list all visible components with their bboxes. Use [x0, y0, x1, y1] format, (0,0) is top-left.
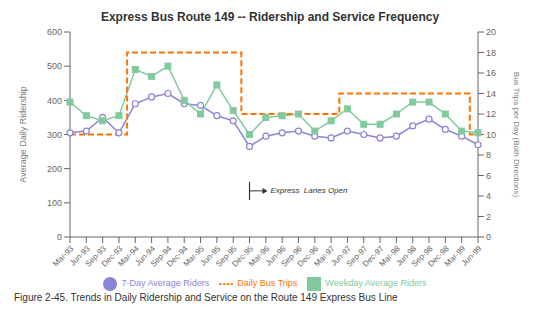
svg-text:400: 400: [47, 96, 62, 106]
svg-text:18: 18: [486, 48, 496, 58]
svg-text:Dec-95: Dec-95: [230, 244, 255, 269]
svg-text:Dec-97: Dec-97: [360, 244, 386, 269]
svg-text:Mar-99: Mar-99: [442, 244, 468, 269]
svg-text:500: 500: [47, 61, 62, 71]
html-text:Weekday Average Riders: Weekday Average Riders: [325, 278, 427, 289]
svg-text:Mar-96: Mar-96: [247, 244, 272, 269]
svg-text:Jun-93: Jun-93: [68, 244, 92, 268]
svg-text:Sep-94: Sep-94: [148, 244, 174, 269]
svg-text:14: 14: [486, 89, 496, 99]
svg-text:Dec-98: Dec-98: [426, 244, 451, 269]
svg-text:20: 20: [486, 27, 496, 37]
svg-text:300: 300: [47, 130, 62, 140]
svg-text:Dec-96: Dec-96: [295, 244, 321, 269]
html-text:Daily Bus Trips: Daily Bus Trips: [237, 278, 298, 289]
svg-text:Average Daily Ridership: Average Daily Ridership: [18, 86, 28, 182]
svg-text:Sep-98: Sep-98: [409, 244, 435, 269]
svg-text:0: 0: [57, 232, 62, 242]
svg-text:Jun-99: Jun-99: [460, 244, 484, 268]
html-text:Express Bus Route 149 -- Rider: Express Bus Route 149 -- Ridership and S…: [100, 10, 440, 24]
svg-text:200: 200: [47, 164, 62, 174]
svg-text:8: 8: [486, 150, 491, 160]
svg-text:Sep-96: Sep-96: [279, 244, 304, 269]
svg-text:Express Lanes Open: Express Lanes Open: [271, 186, 348, 195]
svg-text:600: 600: [47, 27, 62, 37]
svg-text:Mar-98: Mar-98: [377, 244, 402, 269]
svg-text:12: 12: [486, 109, 496, 119]
svg-text:Jun-97: Jun-97: [329, 244, 353, 268]
svg-text:Sep-93: Sep-93: [83, 244, 109, 269]
svg-text:Dec-94: Dec-94: [165, 244, 190, 269]
svg-text:6: 6: [486, 171, 491, 181]
svg-text:2: 2: [486, 212, 491, 222]
svg-text:Jun-94: Jun-94: [133, 244, 157, 268]
svg-text:Mar-93: Mar-93: [51, 244, 76, 269]
svg-text:Sep-95: Sep-95: [214, 244, 239, 269]
svg-text:Bus Trips per Day (Both Direct: Bus Trips per Day (Both Directions): [512, 72, 521, 198]
html-text:Figure 2-45. Trends in Daily R: Figure 2-45. Trends in Daily Ridership a…: [14, 292, 398, 303]
svg-text:Mar-95: Mar-95: [181, 244, 206, 269]
svg-text:10: 10: [486, 130, 496, 140]
svg-text:Jun-98: Jun-98: [394, 244, 419, 268]
svg-text:Dec-93: Dec-93: [99, 244, 125, 269]
svg-text:Mar-97: Mar-97: [312, 244, 337, 269]
html-text:7-Day Average Riders: 7-Day Average Riders: [121, 278, 210, 289]
svg-text:100: 100: [47, 198, 62, 208]
svg-text:4: 4: [486, 191, 491, 201]
svg-text:0: 0: [486, 232, 491, 242]
svg-text:Jun-96: Jun-96: [263, 244, 288, 268]
svg-text:Mar-94: Mar-94: [116, 244, 141, 269]
svg-text:16: 16: [486, 68, 496, 78]
svg-text:Jun-95: Jun-95: [198, 244, 223, 268]
svg-text:Sep-97: Sep-97: [344, 244, 370, 269]
